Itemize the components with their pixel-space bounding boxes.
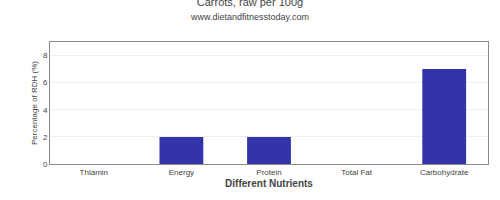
svg-text:4: 4: [43, 106, 48, 115]
svg-text:Carbohydrate: Carbohydrate: [420, 168, 469, 177]
svg-text:8: 8: [43, 51, 48, 60]
svg-text:Percentage of RDH (%): Percentage of RDH (%): [30, 61, 39, 145]
svg-text:Energy: Energy: [169, 168, 194, 177]
svg-text:Protein: Protein: [256, 168, 281, 177]
svg-text:2: 2: [43, 133, 48, 142]
svg-text:0: 0: [43, 160, 48, 169]
svg-text:Different Nutrients: Different Nutrients: [225, 178, 313, 189]
svg-text:6: 6: [43, 78, 48, 87]
svg-text:Total Fat: Total Fat: [341, 168, 372, 177]
svg-text:Carrots, raw per 100gwww.dieta: Carrots, raw per 100gwww.dietandfitnesst…: [190, 0, 309, 22]
svg-text:Thiamin: Thiamin: [80, 168, 108, 177]
